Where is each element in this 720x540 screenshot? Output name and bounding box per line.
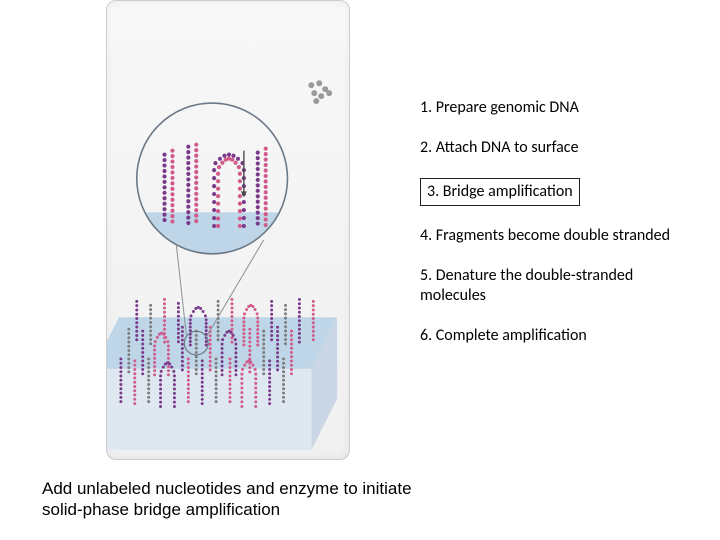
steps-list: 1. Prepare genomic DNA 2. Attach DNA to … <box>420 98 680 366</box>
diagram-caption: Add unlabeled nucleotides and enzyme to … <box>42 478 412 521</box>
diagram-svg <box>107 1 349 459</box>
step-3-highlight: 3. Bridge amplification <box>420 178 580 206</box>
step-4: 4. Fragments become double stranded <box>420 226 680 246</box>
step-2: 2. Attach DNA to surface <box>420 138 680 158</box>
step-5: 5. Denature the double-stranded molecule… <box>420 266 680 306</box>
bridge-amplification-diagram <box>106 0 350 460</box>
step-3: 3. Bridge amplification <box>420 178 680 206</box>
step-1: 1. Prepare genomic DNA <box>420 98 680 118</box>
step-6: 6. Complete amplification <box>420 326 680 346</box>
